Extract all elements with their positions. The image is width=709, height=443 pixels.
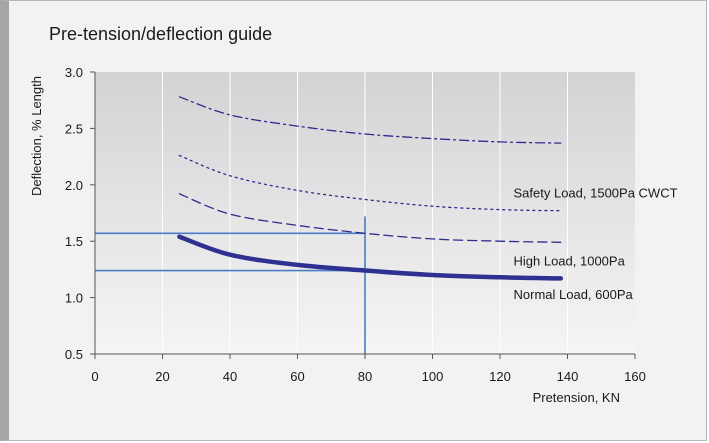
y-tick-label: 1.5 [65,234,83,249]
x-tick-label: 80 [358,369,372,384]
x-tick-label: 160 [624,369,646,384]
series-line [178,193,562,243]
y-tick-label: 3.0 [65,65,83,80]
y-tick-label: 2.5 [65,121,83,136]
series-group [177,96,564,281]
x-axis-label: Pretension, KN [533,390,620,405]
x-tick-label: 0 [91,369,98,384]
tick-labels: 0 20 40 60 80 100 120 140 160 0.5 1.0 1.5 2.0 2.5 3.0 [65,65,646,384]
series-line [177,234,564,281]
series-label: High Load, 1000Pa [514,253,626,268]
x-tick-label: 40 [223,369,237,384]
x-tick-label: 100 [422,369,444,384]
chart-title: Pre-tension/deflection guide [49,24,272,44]
series-line [178,154,562,212]
y-tick-label: 1.0 [65,291,83,306]
reference-lines [95,216,366,354]
series-label: Normal Load, 600Pa [514,287,634,302]
axes [90,71,636,359]
y-axis-label: Deflection, % Length [29,76,44,196]
x-tick-label: 140 [557,369,579,384]
x-tick-label: 60 [290,369,304,384]
series-labels: Extreme Load, 2500PaSafety Load, 1500Pa … [514,186,678,303]
y-tick-label: 2.0 [65,178,83,193]
x-tick-label: 120 [489,369,511,384]
y-tick-label: 0.5 [65,347,83,362]
series-line [178,96,562,144]
series-label: Safety Load, 1500Pa CWCT [514,186,678,201]
x-tick-label: 20 [155,369,169,384]
